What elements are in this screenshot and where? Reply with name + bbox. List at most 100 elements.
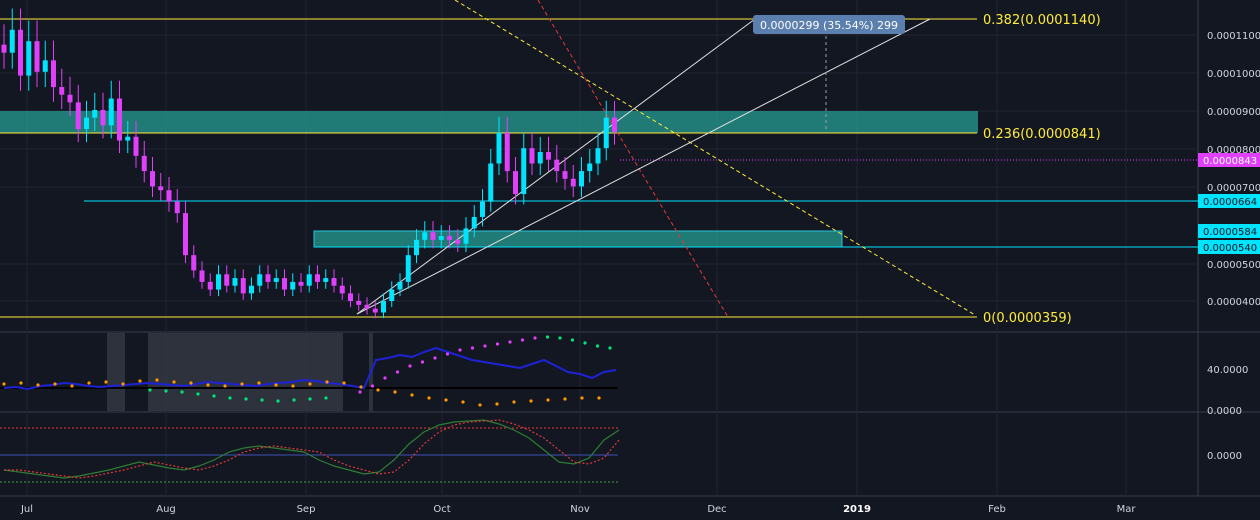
candle-body [84,117,89,130]
measure-label-box [753,15,905,34]
candle-body [9,29,15,53]
grid-lines [0,0,1198,496]
candle-body [603,117,609,149]
indicator1-dot [36,383,40,387]
level-marker-0584 [1198,224,1260,238]
resistance-zone-upper [0,111,978,133]
candle-body [298,281,304,286]
indicator1-dot [512,400,516,404]
indicator1-dot [324,396,328,400]
indicator1-dot [138,379,142,383]
price-tick: 0.0000400 [1207,297,1260,308]
candle-body [249,285,254,294]
indicator1-dot [121,382,125,386]
last-price-marker [1198,153,1260,167]
candle-body [207,281,213,290]
indicator1-dot [244,397,248,401]
indicator1-dot [508,340,512,344]
candle-body [257,274,263,286]
price-axis[interactable]: 0.0001100 0.0001000 0.0000900 0.0000800 … [1198,31,1260,308]
price-tick: 0.0001000 [1207,69,1260,80]
price-tick: 0.0000900 [1207,107,1260,118]
candle-body [133,136,139,156]
indicator1-dot [2,382,6,386]
indicator1-dot [155,378,159,382]
candle-body [108,98,114,126]
support-zone-lower [313,230,843,248]
candle-body [447,236,452,240]
candle-body [125,136,131,141]
indicator1-dot [376,388,380,392]
indicator1-dot [292,398,296,402]
indicator1-dot [70,384,74,388]
candle-body [422,232,428,240]
candle-body [174,201,180,214]
candle-body [562,171,568,179]
candle-body [117,98,122,141]
indicator1-dot [196,392,200,396]
indicator1-dot [164,389,168,393]
indicator1-dot [410,393,414,397]
indicator1-dot [257,381,261,385]
last-price-marker-text: 0.0000843 [1203,156,1257,167]
candle-body [521,148,527,195]
indicator1-dot [580,396,584,400]
candle-body [232,278,238,286]
candle-body [529,148,535,164]
indicator1-dot [189,381,193,385]
candle-body [273,278,279,282]
candle-body [579,171,584,187]
time-label: Nov [570,504,590,515]
candle-body [612,117,617,132]
indicator1-dot [180,390,184,394]
candle-body [471,216,477,229]
candle-body [389,289,395,301]
indicator1-dot [276,399,280,403]
candle-body [463,228,469,244]
candle-body [480,201,485,217]
time-label: Jul [20,504,33,515]
candle-body [18,29,23,76]
time-label: Feb [988,504,1006,515]
candle-body [158,186,164,191]
candle-body [405,255,411,282]
indicator1-dot [228,396,232,400]
indicator1-dot [595,344,600,348]
time-label: 2019 [843,504,871,515]
indicator1-dot [520,338,525,342]
indicator1-blue-line [3,346,617,391]
candle-body [397,281,403,290]
candle-body [150,171,155,187]
indicator1-dot [570,338,575,342]
candle-body [92,110,98,118]
indicator1-dot [383,376,387,380]
indicator1-dot [546,398,550,402]
candle-body [356,301,362,305]
level-marker-text: 0.0000540 [1203,243,1257,254]
candle-body [26,41,32,76]
fib-label-0236: 0.236(0.0000841) [983,127,1101,142]
candle-body [488,163,494,202]
candle-body [224,274,230,286]
indicator1-shade [107,333,125,411]
trendline-white-shallow [356,18,931,315]
candle-body [339,285,345,294]
candle-body [331,278,337,286]
time-label: Oct [433,504,450,515]
indicator1-dot [19,381,23,385]
indicator1-dot [444,398,448,402]
indicator2-green-line [3,419,620,479]
candle-body [240,278,246,294]
candle-body [51,60,56,88]
indicator1-dot [495,402,499,406]
candle-body [34,41,40,72]
level-marker-text: 0.0000584 [1203,227,1257,238]
candle-body [513,171,518,195]
time-axis[interactable]: Jul Aug Sep Oct Nov Dec 2019 Feb Mar [20,504,1136,515]
price-tick: 0.0000500 [1207,260,1260,271]
candle-body [75,102,81,130]
candle-body [183,213,188,256]
price-tick: 0.0001100 [1207,31,1260,42]
indicator1-dot [325,380,329,384]
